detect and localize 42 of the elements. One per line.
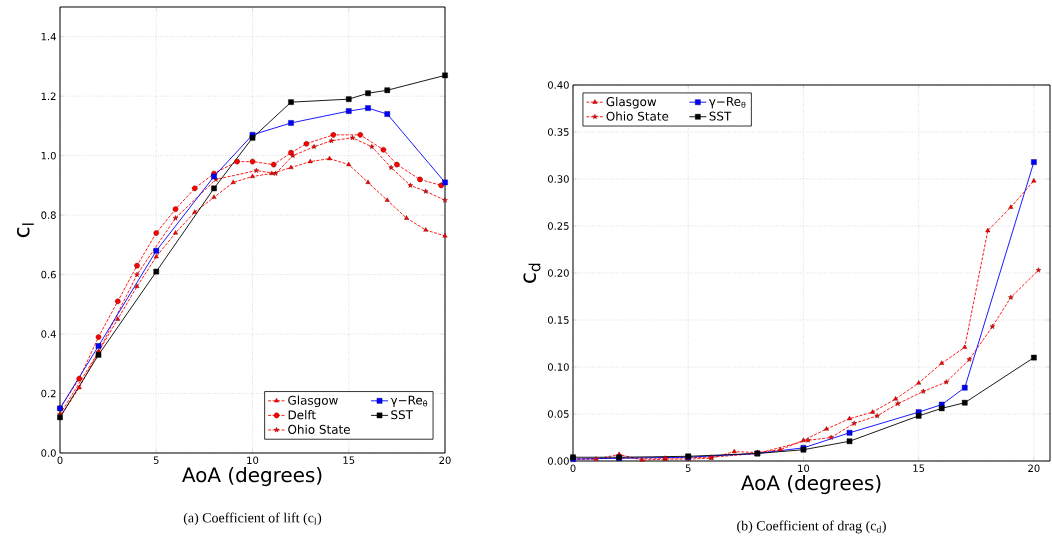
x-axis-title: AoA (degrees) <box>182 466 322 487</box>
text: (b) Coefficient of drag (c$_{d}$) <box>737 520 886 534</box>
legend-label: SST <box>391 410 414 420</box>
legend-label: Ohio State <box>606 111 669 121</box>
legend-label: Ohio State <box>288 424 350 434</box>
y-tick-label: 1.4 <box>41 33 56 41</box>
y-tick-label: 1.2 <box>41 92 56 100</box>
y-tick-label: 0.0 <box>41 449 56 457</box>
legend-label: Glasgow <box>288 395 338 408</box>
y-tick-label: 0.4 <box>41 330 56 338</box>
y-tick-label: 0.00 <box>547 457 569 465</box>
legend-label: SST <box>709 111 732 121</box>
x-tick-label: 20 <box>439 456 451 465</box>
x-tick-label: 0 <box>570 464 576 473</box>
x-tick-label: 15 <box>913 464 925 472</box>
x-tick-label: 0 <box>57 456 63 465</box>
y-tick-label: 0.15 <box>547 316 569 324</box>
x-tick-label: 5 <box>153 456 159 464</box>
y-tick-label: 0.2 <box>41 389 56 398</box>
y-tick-label: 0.30 <box>547 175 569 183</box>
y-axis-title: c$_{l}$ <box>16 223 34 238</box>
y-tick-label: 0.20 <box>547 269 569 277</box>
x-axis-title: AoA (degrees) <box>741 474 881 495</box>
x-tick-label: 15 <box>343 456 355 464</box>
x-tick-label: 10 <box>247 456 259 465</box>
y-tick-label: 0.40 <box>547 81 569 89</box>
y-tick-label: 0.05 <box>547 410 569 418</box>
x-tick-label: 20 <box>1028 464 1040 473</box>
text: (a) Coefficient of lift (c$_{l}$) <box>183 512 322 526</box>
y-tick-label: 0.35 <box>547 128 569 136</box>
y-tick-label: 0.10 <box>547 363 569 371</box>
y-tick-label: 1.0 <box>41 151 56 160</box>
x-tick-label: 5 <box>685 464 691 472</box>
y-axis-title: c$_{d}$ <box>523 263 541 283</box>
legend-label: Delft <box>288 410 316 420</box>
y-tick-label: 0.25 <box>547 222 569 230</box>
legend-label: Glasgow <box>606 96 657 109</box>
y-tick-label: 0.6 <box>41 270 56 279</box>
y-tick-label: 0.8 <box>41 211 56 219</box>
x-tick-label: 10 <box>798 464 810 473</box>
legend-label: γ−Re$_{θ}$ <box>708 97 746 109</box>
legend-label: γ−Re$_{θ}$ <box>390 395 428 407</box>
